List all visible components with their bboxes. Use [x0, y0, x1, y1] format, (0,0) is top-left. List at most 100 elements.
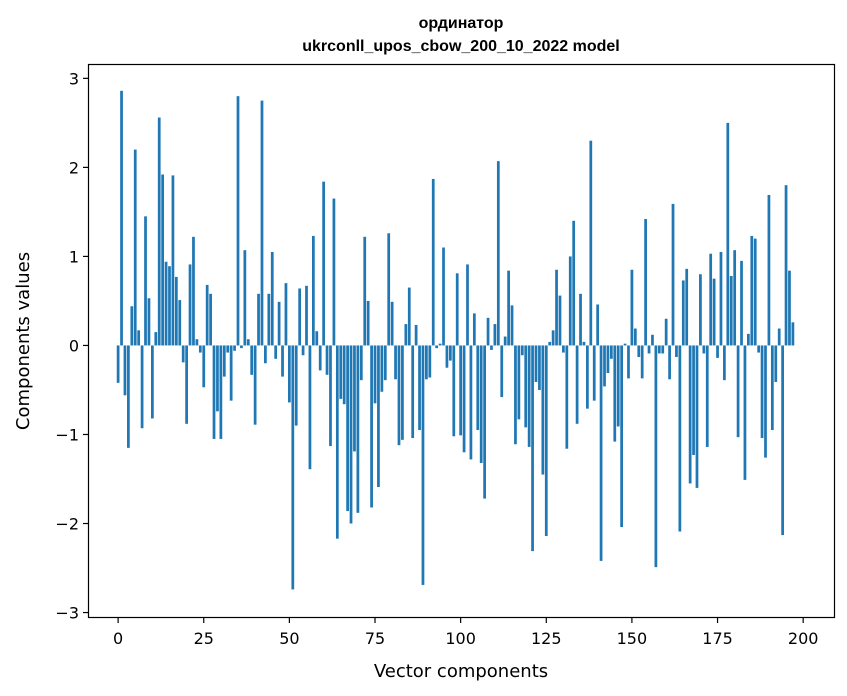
bar-44 — [267, 293, 271, 346]
bar-93 — [435, 345, 439, 349]
bar-167 — [688, 345, 692, 484]
bar-92 — [431, 178, 435, 346]
bar-144 — [609, 345, 613, 359]
bar-22 — [192, 236, 195, 346]
bar-188 — [760, 345, 764, 439]
bar-87 — [414, 324, 418, 346]
bar-83 — [401, 345, 404, 440]
bar-84 — [404, 324, 408, 346]
bar-60 — [322, 181, 325, 346]
bar-186 — [753, 238, 757, 346]
bar-10 — [151, 345, 154, 419]
bar-182 — [740, 260, 743, 346]
bar-11 — [154, 332, 158, 346]
bar-178 — [726, 122, 730, 346]
bar-136 — [582, 341, 586, 346]
bar-105 — [476, 345, 480, 431]
bar-147 — [620, 345, 623, 528]
x-tick-label: 50 — [279, 629, 299, 648]
bar-61 — [325, 345, 329, 375]
bar-165 — [681, 280, 685, 346]
bar-30 — [219, 345, 223, 439]
bar-18 — [178, 300, 182, 346]
bar-119 — [524, 345, 528, 428]
bar-14 — [164, 261, 168, 346]
bar-183 — [743, 345, 747, 480]
bar-143 — [606, 345, 610, 374]
bar-5 — [133, 149, 137, 346]
bar-32 — [226, 345, 230, 353]
bar-98 — [452, 345, 456, 437]
bar-153 — [640, 345, 644, 379]
bar-46 — [274, 345, 278, 359]
bar-149 — [627, 345, 630, 379]
bar-146 — [616, 345, 620, 427]
bar-163 — [675, 345, 678, 358]
bar-191 — [770, 345, 774, 431]
bar-180 — [733, 250, 737, 346]
bar-62 — [329, 345, 332, 447]
bar-8 — [144, 216, 147, 346]
x-tick-label: 200 — [788, 629, 819, 648]
bar-40 — [253, 345, 257, 425]
bar-95 — [442, 247, 445, 346]
bar-35 — [236, 96, 240, 346]
bar-124 — [541, 345, 545, 475]
bar-86 — [411, 345, 415, 439]
bar-17 — [174, 276, 178, 346]
bar-189 — [764, 345, 767, 458]
bar-12 — [157, 117, 161, 346]
bar-57 — [311, 235, 315, 346]
bar-series — [116, 90, 795, 590]
bar-56 — [308, 345, 312, 470]
bar-27 — [209, 293, 212, 346]
bar-85 — [407, 287, 411, 346]
bar-0 — [116, 345, 120, 383]
bar-115 — [510, 305, 514, 346]
bar-16 — [171, 175, 175, 346]
bar-37 — [243, 250, 247, 346]
bar-181 — [736, 345, 740, 438]
bar-36 — [240, 345, 243, 349]
bar-66 — [342, 345, 346, 405]
bar-101 — [462, 345, 466, 453]
bar-49 — [284, 283, 288, 346]
bar-117 — [517, 345, 521, 420]
bar-4 — [130, 306, 134, 346]
bar-50 — [288, 345, 291, 403]
bar-196 — [788, 270, 791, 346]
bar-192 — [774, 345, 778, 382]
bar-118 — [520, 345, 524, 356]
bar-168 — [692, 345, 695, 455]
bar-33 — [229, 345, 233, 401]
bar-140 — [596, 304, 600, 346]
bar-176 — [719, 251, 723, 346]
bar-28 — [212, 345, 216, 439]
bar-15 — [168, 266, 171, 346]
y-axis-label: Components values — [13, 252, 34, 430]
bar-145 — [613, 345, 617, 442]
y-tick-label: 2 — [69, 158, 79, 177]
y-tick-label: −2 — [55, 515, 79, 534]
bar-152 — [637, 345, 641, 358]
bar-164 — [678, 345, 682, 532]
bar-151 — [633, 328, 637, 346]
bar-185 — [750, 235, 754, 346]
bar-174 — [712, 278, 716, 346]
bar-162 — [671, 203, 675, 346]
bar-24 — [198, 345, 202, 353]
bar-71 — [359, 345, 363, 381]
bar-103 — [469, 345, 473, 460]
bar-59 — [318, 345, 322, 371]
bar-175 — [716, 345, 719, 358]
bar-139 — [592, 345, 596, 401]
bar-100 — [459, 345, 463, 436]
bar-113 — [503, 336, 507, 346]
bar-137 — [586, 345, 589, 409]
bar-25 — [202, 345, 206, 388]
bar-126 — [548, 341, 552, 346]
bar-89 — [421, 345, 425, 585]
x-tick-label: 25 — [194, 629, 214, 648]
bar-19 — [181, 345, 185, 363]
x-tick-label: 125 — [531, 629, 562, 648]
